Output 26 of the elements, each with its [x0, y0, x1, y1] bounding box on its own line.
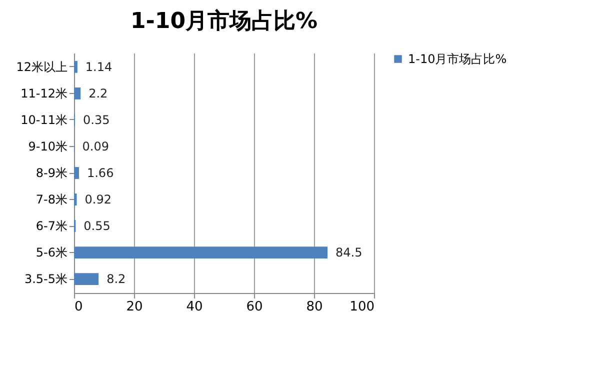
data-label: 0.55: [84, 219, 110, 234]
y-tick-label: 11-12米: [20, 86, 68, 100]
data-label: 8.2: [106, 272, 126, 286]
chart-title: 1-10月市场占比%: [130, 8, 318, 34]
y-tick-label: 6-7米: [36, 219, 68, 234]
legend-label: 1-10月市场占比%: [408, 52, 507, 66]
x-tick-label: 0: [74, 300, 83, 314]
y-tick-label: 8-9米: [36, 166, 68, 180]
x-tick-label: 60: [246, 300, 263, 314]
x-tick-label: 40: [186, 300, 203, 314]
data-label: 1.66: [86, 166, 114, 180]
x-tick-label: 100: [350, 300, 374, 314]
y-tick-label: 9-10米: [28, 139, 68, 154]
y-tick-label: 12米以上: [16, 60, 68, 74]
y-tick-label: 10-11米: [20, 112, 68, 127]
y-tick-label: 7-8米: [36, 192, 68, 207]
x-tick-label: 20: [126, 300, 143, 314]
y-tick-label: 5-6米: [36, 246, 68, 260]
data-label: 84.5: [336, 246, 362, 260]
data-label: 2.2: [88, 86, 108, 100]
data-label: 1.14: [85, 60, 112, 74]
data-label: 0.35: [83, 112, 110, 127]
data-label: 0.92: [84, 192, 112, 207]
y-tick-label: 3.5-5米: [24, 272, 68, 286]
data-label: 0.09: [82, 139, 109, 154]
x-tick-label: 80: [306, 300, 323, 314]
